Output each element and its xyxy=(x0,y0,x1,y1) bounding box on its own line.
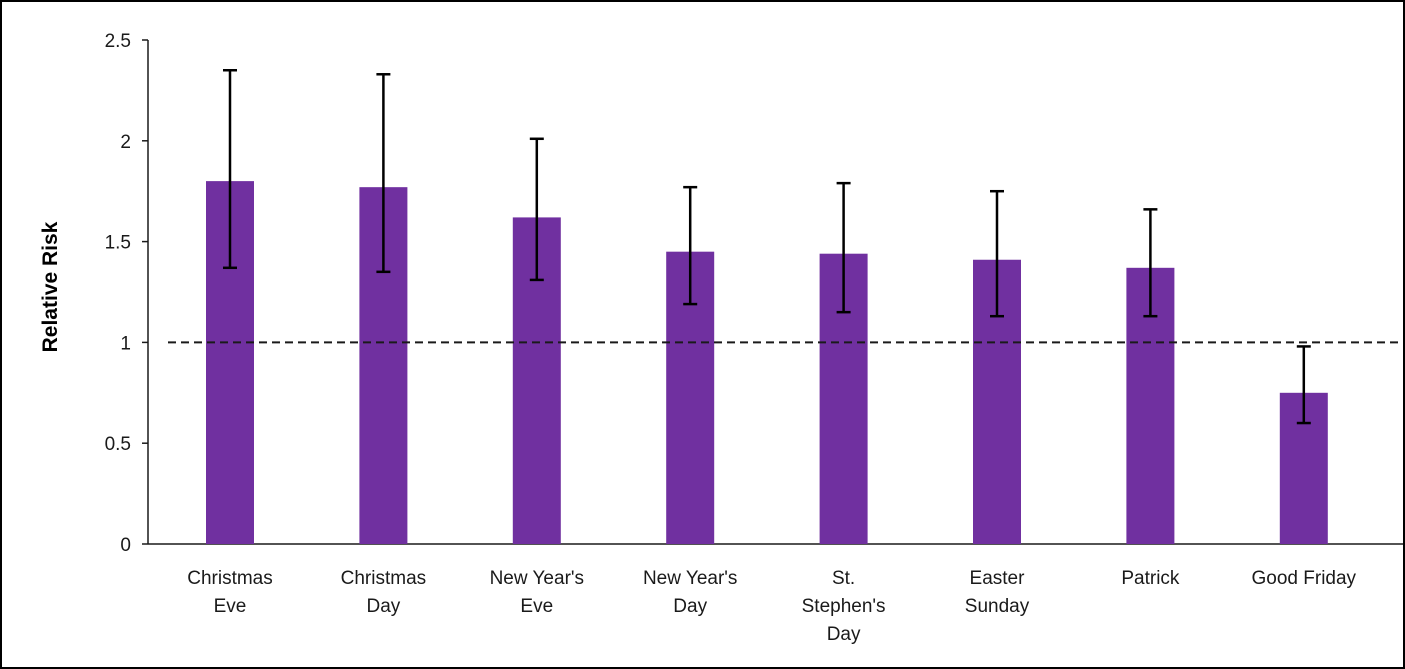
category-label-line: Eve xyxy=(520,596,553,617)
category-label: Good Friday xyxy=(1252,568,1357,589)
y-tick-label: 1 xyxy=(120,333,131,354)
y-tick-label: 2.5 xyxy=(105,31,131,52)
category-label-line: New Year's xyxy=(490,568,584,589)
category-label-line: Eve xyxy=(214,596,247,617)
error-bars xyxy=(223,68,1311,425)
category-label-line: Christmas xyxy=(341,568,427,589)
category-label: New Year's Day xyxy=(643,568,737,617)
category-label-line: St. xyxy=(832,568,855,589)
y-tick-label: 1.5 xyxy=(105,233,131,254)
category-label-line: Day xyxy=(673,596,707,617)
category-label-line: Stephen's xyxy=(802,596,886,617)
category-label: Easter Sunday xyxy=(965,568,1030,617)
category-label-line: Day xyxy=(367,596,401,617)
category-label-line: Christmas xyxy=(187,568,273,589)
y-axis-label: Relative Risk xyxy=(39,221,62,352)
category-label-line: Easter xyxy=(970,568,1026,589)
y-axis-label-group: Relative Risk xyxy=(39,221,62,352)
category-label: New Year's Eve xyxy=(490,568,584,617)
category-label: Patrick xyxy=(1121,568,1180,589)
category-label-line: Day xyxy=(827,624,861,645)
y-axis: 0 0.5 1 1.5 2 2.5 xyxy=(105,31,149,556)
bars xyxy=(206,181,1328,545)
category-label: Christmas Eve xyxy=(187,568,273,617)
category-label-line: New Year's xyxy=(643,568,737,589)
category-label-line: Sunday xyxy=(965,596,1030,617)
category-label: St. Stephen's Day xyxy=(802,568,886,645)
y-tick-label: 2 xyxy=(120,132,131,153)
category-label-line: Good Friday xyxy=(1252,568,1357,589)
y-tick-label: 0.5 xyxy=(105,434,131,455)
y-tick-label: 0 xyxy=(120,535,131,556)
category-label: Christmas Day xyxy=(341,568,427,617)
category-label-line: Patrick xyxy=(1121,568,1180,589)
